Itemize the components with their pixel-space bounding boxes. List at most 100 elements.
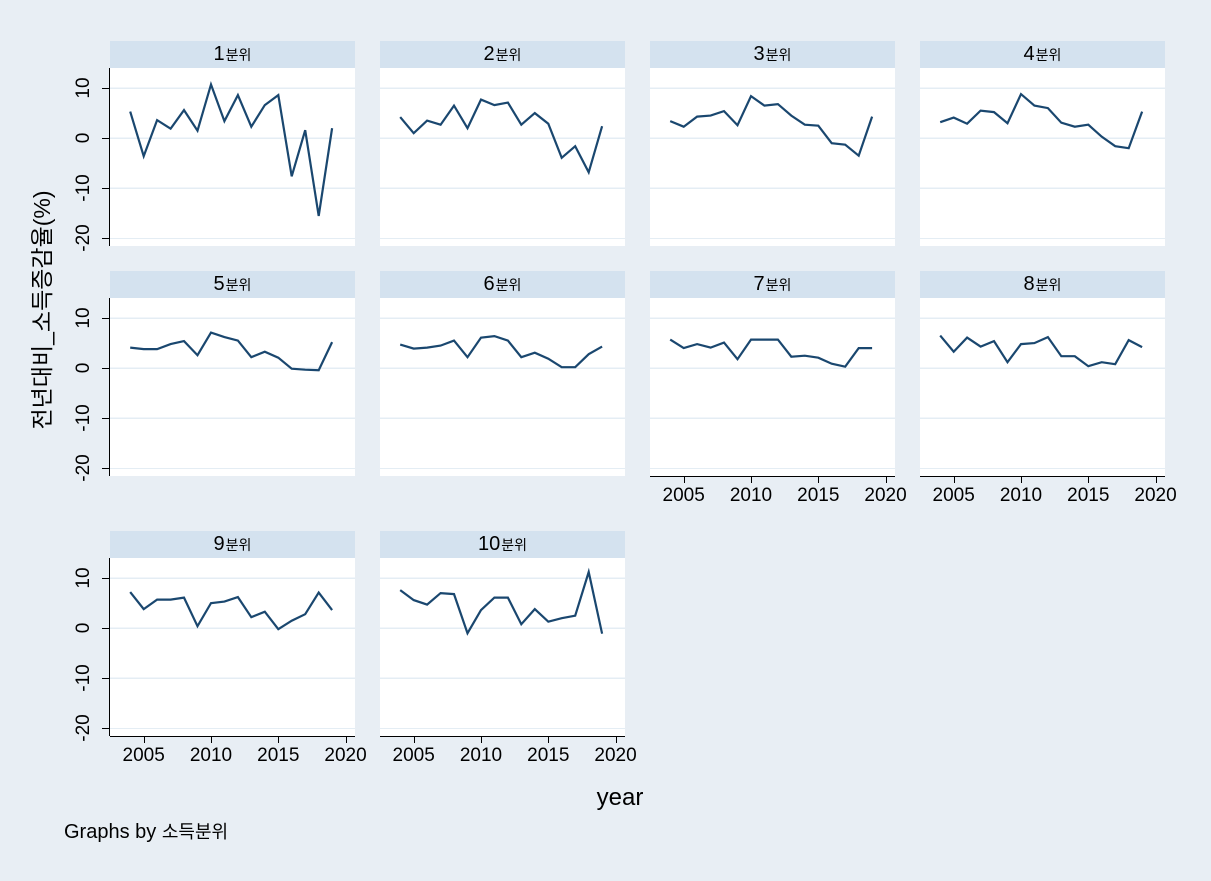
x-tick	[1155, 476, 1157, 483]
y-tick-label: 0	[73, 622, 94, 634]
line-series-9	[129, 590, 333, 631]
panel-5: 5 분위 10 0 -10 -20	[73, 271, 355, 482]
y-tick	[102, 237, 110, 239]
panel-svg	[920, 87, 1165, 240]
x-tick-label: 2015	[257, 745, 300, 766]
x-tick	[480, 736, 482, 743]
panel-svg	[110, 317, 355, 470]
note-group: 소득분위	[161, 822, 229, 842]
y-axis-line	[109, 298, 110, 476]
plot-area	[380, 68, 625, 246]
panel-svg	[650, 317, 895, 470]
panel-title-suffix: 분위	[765, 47, 792, 63]
panel-10: 10 분위 2005 2010 2015 2020	[380, 531, 637, 766]
plot-area: 2005 2010 2015 2020	[650, 298, 907, 506]
x-tick	[615, 736, 617, 743]
x-tick	[953, 476, 955, 483]
plot-area: 2005 2010 2015 2020	[380, 558, 637, 766]
y-tick	[102, 137, 110, 139]
line-series-3	[669, 94, 874, 158]
panel-header: 1 분위	[110, 41, 355, 68]
x-tick-label: 2020	[324, 745, 367, 766]
x-tick	[210, 736, 212, 743]
y-tick-label: 10	[73, 567, 94, 589]
plot-area: 10 0 -10 -20	[73, 298, 355, 482]
plot-area: 10 0 -10 -20	[73, 68, 355, 252]
x-tick	[1020, 476, 1022, 483]
panel-title-number: 4	[1023, 43, 1035, 65]
note: Graphs by 소득분위	[64, 818, 228, 844]
y-tick	[102, 87, 110, 89]
x-axis-title: year	[596, 784, 644, 811]
x-tick	[143, 736, 145, 743]
y-tick	[102, 577, 110, 579]
x-tick-label: 2015	[1067, 485, 1110, 506]
panel-6: 6 분위	[380, 271, 625, 476]
y-axis-line	[109, 68, 110, 246]
x-axis-line	[650, 476, 895, 477]
panel-title-suffix: 분위	[225, 277, 252, 293]
line-series-1	[129, 80, 334, 217]
y-tick-label: 10	[73, 77, 94, 99]
x-tick	[1088, 476, 1090, 483]
panel-header: 6 분위	[380, 271, 625, 298]
panel-title-number: 3	[753, 43, 765, 65]
line-series-7	[669, 338, 873, 368]
x-tick-label: 2020	[864, 485, 907, 506]
y-tick	[102, 627, 110, 629]
x-tick	[548, 736, 550, 743]
panel-title-number: 7	[753, 273, 765, 295]
panel-title-suffix: 분위	[495, 47, 522, 63]
panel-7: 7 분위 2005 2010 2015 2020	[650, 271, 907, 506]
x-tick-label: 2010	[999, 485, 1043, 506]
x-tick	[278, 736, 280, 743]
plot-area	[650, 68, 895, 246]
x-tick	[818, 476, 820, 483]
y-tick	[102, 317, 110, 319]
panel-title-number: 9	[213, 533, 225, 555]
panel-header: 9 분위	[110, 531, 355, 558]
y-tick-label: 0	[73, 132, 94, 144]
plot-area	[380, 298, 625, 476]
y-tick-label: -20	[73, 224, 94, 253]
line-series-6	[399, 334, 603, 369]
x-tick-label: 2010	[459, 745, 503, 766]
panel-4: 4 분위	[920, 41, 1165, 246]
x-tick-label: 2005	[392, 745, 435, 766]
panel-svg	[380, 567, 625, 730]
y-tick-label: -20	[73, 714, 94, 743]
line-series-2	[399, 98, 604, 176]
panel-header: 3 분위	[650, 41, 895, 68]
panel-svg	[380, 87, 625, 240]
x-axis-line	[380, 736, 625, 737]
y-tick	[102, 367, 110, 369]
y-axis-line	[109, 558, 110, 736]
x-tick	[345, 736, 347, 743]
x-tick	[750, 476, 752, 483]
panel-svg	[920, 317, 1165, 470]
x-tick	[683, 476, 685, 483]
panel-svg	[110, 577, 355, 730]
plot-area	[920, 68, 1165, 246]
y-tick-label: -10	[73, 404, 94, 433]
panel-header: 4 분위	[920, 41, 1165, 68]
y-tick	[102, 467, 110, 469]
panel-title-number: 6	[483, 273, 495, 295]
panel-3: 3 분위	[650, 41, 895, 246]
x-axis-line	[920, 476, 1165, 477]
y-tick	[102, 677, 110, 679]
x-axis-line	[110, 736, 355, 737]
panel-title-suffix: 분위	[225, 537, 252, 553]
plot-area: 10 0 -10 -20 2005 2010 2015 2020	[73, 558, 367, 766]
x-tick-label: 2015	[527, 745, 570, 766]
panel-header: 2 분위	[380, 41, 625, 68]
panel-header: 7 분위	[650, 271, 895, 298]
panel-title-number: 5	[213, 273, 225, 295]
line-series-4	[939, 92, 1144, 150]
y-tick-label: -10	[73, 174, 94, 203]
note-prefix: Graphs by	[64, 821, 162, 843]
panel-title-number: 8	[1023, 273, 1035, 295]
x-tick-label: 2020	[1134, 485, 1177, 506]
panel-1: 1 분위 10 0 -10 -20	[73, 41, 355, 252]
